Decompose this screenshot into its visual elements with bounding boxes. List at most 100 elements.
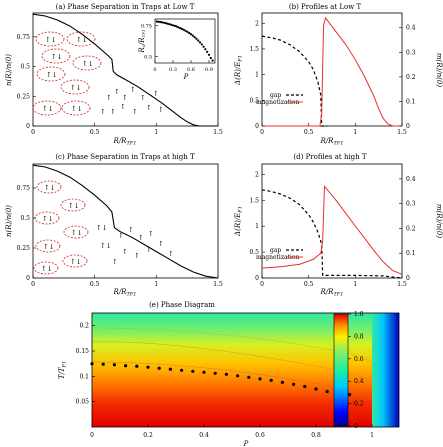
up-arrow: ↑ bbox=[158, 240, 164, 248]
up-arrow: ↑ bbox=[132, 108, 138, 116]
y-tick-label: 0.1 bbox=[406, 98, 416, 105]
up-arrow: ↑ bbox=[146, 104, 152, 112]
y-tick-label: 1 bbox=[255, 223, 259, 230]
panel-a-yticks: 0 0.25 0.5 0.75 bbox=[17, 34, 36, 130]
inset-xticks: 0 0.3 0.6 0.9 bbox=[153, 60, 213, 73]
inset-point bbox=[200, 43, 203, 46]
inset-point bbox=[186, 30, 189, 33]
inset-point bbox=[177, 26, 180, 29]
x-tick-label: 0 bbox=[260, 281, 264, 288]
panel-e-ylabel: T/TF1 bbox=[58, 361, 68, 379]
boundary-point bbox=[303, 384, 307, 389]
inset-point bbox=[206, 50, 209, 54]
inset-point bbox=[197, 39, 200, 42]
spin-pair-arrows: ↑↓ bbox=[71, 105, 83, 113]
x-tick-label: 0.5 bbox=[304, 129, 314, 136]
up-arrow: ↑ bbox=[130, 86, 136, 94]
x-tick-label: 0.3 bbox=[169, 67, 177, 73]
boundary-point bbox=[292, 382, 296, 386]
panel-d-xlabel: R/RTF1 bbox=[320, 288, 344, 298]
y-tick-label: 0.5 bbox=[20, 215, 30, 222]
panel-d-yticks: 0 0.5 1 1.5 2 bbox=[249, 171, 265, 282]
pair-ellipse bbox=[61, 100, 91, 116]
y-tick-label: 0 bbox=[255, 275, 259, 282]
panel-c-density-curve bbox=[32, 164, 219, 279]
up-arrow: ↑ bbox=[100, 108, 106, 116]
legend-gap-label: gap bbox=[270, 92, 281, 99]
boundary-point bbox=[202, 370, 206, 374]
panel-d-ylabel: Δ(R)/EF1 bbox=[234, 206, 244, 237]
y-tick-label: 0.25 bbox=[17, 245, 31, 252]
panel-b-gap-curve bbox=[261, 35, 328, 127]
panel-a-ylabel: n(R)/n(0) bbox=[5, 54, 13, 86]
boundary-point bbox=[325, 389, 329, 394]
up-arrow: ↑ bbox=[112, 258, 118, 266]
spin-pair-arrows: ↑↓ bbox=[71, 229, 83, 237]
y-tick-label: 0.2 bbox=[406, 225, 416, 232]
y-tick-label: 0 bbox=[406, 275, 410, 282]
y-tick-label: 0 bbox=[255, 123, 259, 130]
up-arrow: ↑ bbox=[168, 250, 174, 258]
spin-pair-arrows: ↑↓ bbox=[42, 105, 54, 113]
pair-ellipse bbox=[36, 180, 62, 194]
inset-point bbox=[180, 27, 184, 30]
panel-c-spin-arrows: ↑↓ ↑↓ ↑↓ ↑↓ ↑↓ ↑↓ ↑↓ ↑↓ ↑↓ ↑ ↑ ↑ ↑ ↑ ↑ ↑… bbox=[41, 184, 174, 273]
up-arrow: ↑ bbox=[120, 103, 126, 111]
y-tick-label: 0.5 bbox=[249, 249, 259, 256]
y-tick-label: 0.15 bbox=[76, 348, 90, 355]
panel-e-title: (e) Phase Diagram bbox=[149, 301, 215, 309]
panel-a-spin-arrows: ↑↓ ↑↓ ↑↓ ↑↓ ↑↓ ↑↓ ↑↓ ↑↓ ↑ ↑ ↑ ↑ ↑ ↑ ↑ ↑ … bbox=[42, 36, 164, 116]
boundary-point bbox=[348, 393, 352, 397]
inset-point bbox=[182, 28, 185, 31]
inset-point bbox=[171, 24, 175, 27]
colorbar-gradient bbox=[333, 313, 349, 427]
y-tick-label: 0.75 bbox=[141, 23, 152, 29]
legend-gap-label: gap bbox=[270, 247, 281, 254]
boundary-point bbox=[180, 368, 184, 372]
inset-point bbox=[207, 53, 211, 56]
panel-b-yticks: 0 0.5 1 1.5 2 bbox=[249, 20, 265, 130]
y-tick-label: 1.5 bbox=[249, 197, 259, 204]
inset-point bbox=[168, 23, 171, 26]
colorbar-tick-label: 0.2 bbox=[354, 401, 364, 408]
x-tick-label: 0.6 bbox=[255, 432, 265, 439]
x-tick-label: 0.4 bbox=[199, 432, 209, 439]
pair-ellipse bbox=[63, 225, 89, 239]
panel-c-frame bbox=[32, 163, 219, 279]
x-tick-label: 1 bbox=[154, 129, 158, 136]
colorbar-tick-label: 1.0 bbox=[354, 311, 364, 318]
y-tick-label: 0.5 bbox=[20, 64, 30, 71]
panel-c-ylabel: n(R)/n(0) bbox=[5, 205, 13, 237]
panel-e-xticks: 0 0.2 0.4 0.6 0.8 1 bbox=[90, 424, 374, 439]
boundary-point bbox=[236, 374, 240, 378]
pair-ellipse bbox=[32, 100, 62, 116]
x-tick-label: 0.2 bbox=[143, 432, 153, 439]
panel-e-xlabel: P bbox=[243, 440, 249, 447]
y-tick-label: 0.5 bbox=[144, 55, 152, 61]
boundary-point bbox=[314, 387, 318, 391]
inset-point bbox=[173, 24, 176, 27]
inset-point bbox=[166, 22, 169, 25]
x-tick-label: 0.9 bbox=[205, 67, 213, 73]
panel-c-ellipses bbox=[33, 180, 89, 275]
x-tick-label: 0 bbox=[260, 129, 264, 136]
panel-b-ylabel: Δ(R)/EF1 bbox=[234, 55, 244, 86]
y-tick-label: 0.75 bbox=[17, 34, 31, 41]
pair-ellipse bbox=[60, 198, 86, 212]
inset-point bbox=[161, 21, 164, 24]
panel-b-y2label: m(R)/n(0) bbox=[435, 53, 443, 87]
y-tick-label: 0.5 bbox=[249, 97, 259, 104]
spin-pair-arrows: ↑↓ bbox=[43, 243, 55, 251]
boundary-point bbox=[112, 363, 116, 367]
up-arrow: ↑ bbox=[114, 88, 120, 96]
pair-ellipse bbox=[62, 254, 88, 268]
panel-b-magnetization-curve bbox=[262, 16, 402, 127]
panel-d: (d) Profiles at high T gap magnetization… bbox=[234, 153, 443, 298]
x-tick-label: 0 bbox=[31, 281, 35, 288]
pair-ellipse bbox=[66, 31, 96, 47]
boundary-point bbox=[124, 364, 128, 368]
panel-c-yticks: 0 0.25 0.5 0.75 bbox=[17, 185, 36, 282]
inset-yticks: 0.5 0.75 bbox=[141, 23, 158, 61]
boundary-point bbox=[224, 372, 228, 376]
